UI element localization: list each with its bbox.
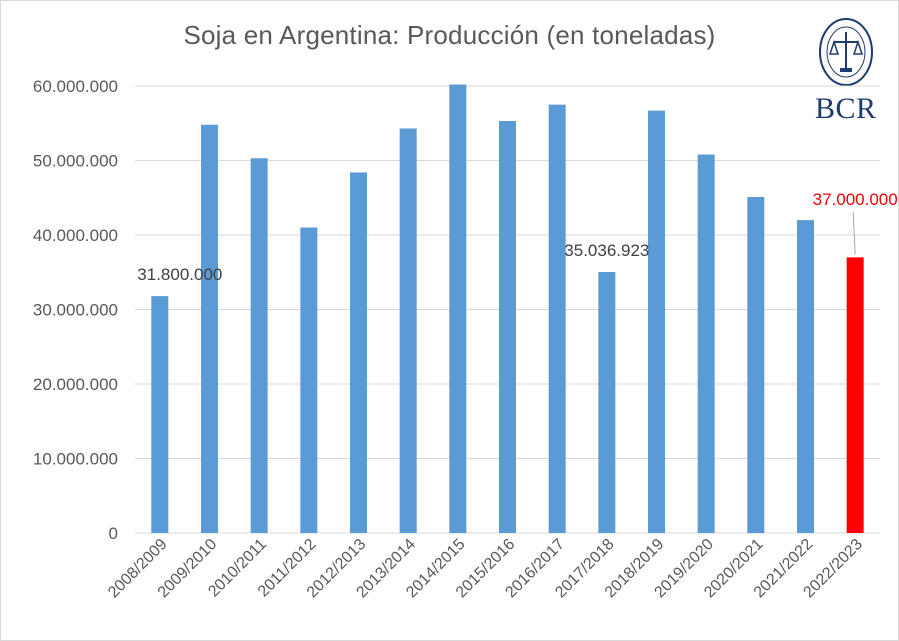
data-label: 35.036.923 [564,241,649,260]
data-label-leader-line [852,211,856,255]
y-tick-label: 0 [109,524,118,543]
data-label: 37.000.000 [813,190,898,209]
bar-2008-2009 [151,296,169,533]
bar-2010-2011 [250,158,268,533]
bar-2011-2012 [300,227,318,534]
data-label: 31.800.000 [137,265,222,284]
bar-2018-2019 [648,110,665,534]
bcr-seal-icon [819,18,873,86]
bar-2017-2018 [598,271,616,533]
y-tick-label: 50.000.000 [33,152,118,171]
y-tick-label: 10.000.000 [33,450,118,469]
y-tick-label: 30.000.000 [33,301,118,320]
bar-2009-2010 [201,124,218,534]
bar-2020-2021 [747,197,765,533]
bar-2015-2016 [499,121,516,533]
chart-title: Soja en Argentina: Producción (en tonela… [183,20,716,50]
y-tick-label: 20.000.000 [33,375,118,394]
bcr-logo [806,14,886,134]
bar-2013-2014 [399,128,417,533]
bar-2019-2020 [697,154,715,534]
y-tick-label: 60.000.000 [33,77,118,96]
bar-2021-2022 [797,220,814,533]
bar-2016-2017 [548,104,566,533]
bar-2014-2015 [449,84,467,533]
bar-2012-2013 [350,172,367,534]
bar-2022-2023 [846,257,864,533]
y-tick-label: 40.000.000 [33,226,118,245]
bcr-logo-text: BCR [815,92,877,125]
